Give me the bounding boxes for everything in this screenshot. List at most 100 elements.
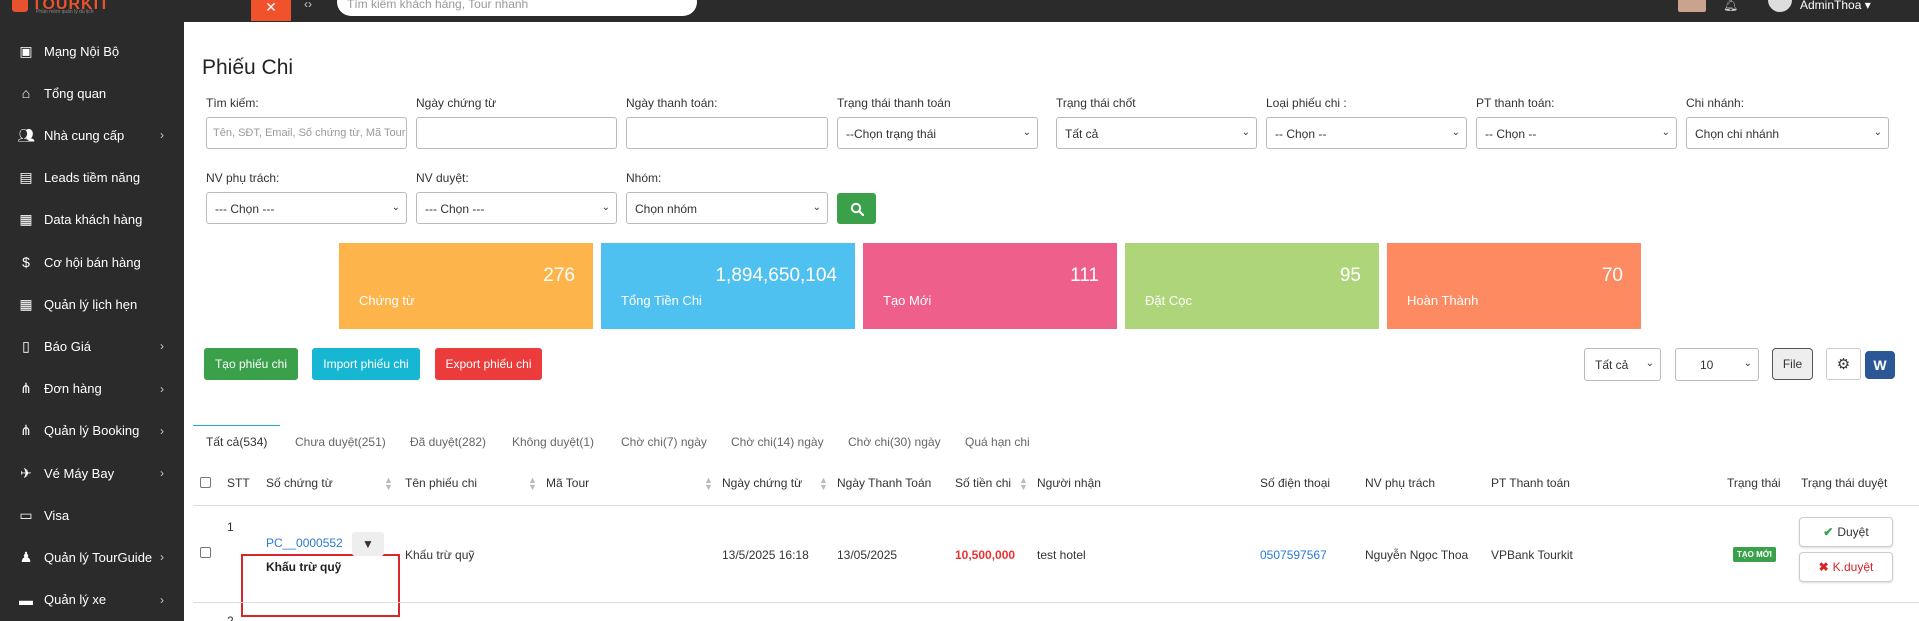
create-payment-button[interactable]: Tạo phiếu chi xyxy=(204,348,298,380)
sidebar-item[interactable]: ▦ Quản lý lịch hẹn xyxy=(0,284,184,324)
sidebar-item[interactable]: ▬ Quản lý xe › xyxy=(0,580,184,620)
pay-status-label: Trạng thái thanh toán xyxy=(837,96,951,110)
stack-icon: ▤ xyxy=(19,169,33,186)
sort-icon[interactable]: ▲ ▼ xyxy=(528,475,537,492)
status-tab[interactable]: Chờ chi(14) ngày xyxy=(731,435,824,449)
home-icon: ⌂ xyxy=(21,85,31,102)
user-menu[interactable]: AdminThoa ▾ xyxy=(1800,0,1871,12)
sidebar-item[interactable]: ▯ Báo Giá › xyxy=(0,326,184,366)
pay-date-label: Ngày thanh toán: xyxy=(626,96,718,110)
network-icon: ⋔ xyxy=(20,422,32,439)
col-doc-no[interactable]: Số chứng từ xyxy=(266,476,333,490)
col-status: Trạng thái xyxy=(1727,476,1781,490)
global-search-input[interactable]: Tìm kiếm khách hàng, Tour nhanh xyxy=(337,0,697,16)
approver-select[interactable]: --- Chọn --- ⌄ xyxy=(416,192,617,224)
sidebar-item[interactable]: ▤ Leads tiềm năng xyxy=(0,158,184,198)
group-label: Nhóm: xyxy=(626,171,662,185)
col-phone: Số điện thoại xyxy=(1260,476,1331,490)
chevron-right-icon: › xyxy=(160,550,164,565)
avatar[interactable] xyxy=(1768,0,1792,12)
sort-icon[interactable]: ▲ ▼ xyxy=(1019,475,1028,492)
users-icon: 👥︎ xyxy=(17,126,35,143)
group-select[interactable]: Chọn nhóm ⌄ xyxy=(626,192,828,224)
stat-card[interactable]: 111 Tạo Mới xyxy=(863,243,1117,329)
logo[interactable]: TOURKIT xyxy=(12,0,110,13)
settings-button[interactable]: ⚙ xyxy=(1826,348,1861,380)
sort-icon[interactable]: ▲ ▼ xyxy=(819,475,828,492)
doc-date-input[interactable] xyxy=(416,117,617,149)
lock-status-select[interactable]: Tất cả ⌄ xyxy=(1056,117,1257,149)
search-input[interactable]: Tên, SĐT, Email, Số chứng từ, Mã Tour xyxy=(206,117,407,149)
toggle-sidebar-button[interactable]: ✕ xyxy=(251,0,291,21)
sidebar-item[interactable]: ✈ Vé Máy Bay › xyxy=(0,453,184,493)
status-tab[interactable]: Chờ chi(30) ngày xyxy=(848,435,941,449)
sidebar-item[interactable]: ▣ Mạng Nội Bộ xyxy=(0,31,184,71)
book-icon[interactable] xyxy=(1678,0,1706,12)
bell-icon[interactable]: 🔔︎ xyxy=(1723,0,1739,12)
status-tab[interactable]: Đã duyệt(282) xyxy=(410,435,487,449)
sidebar-item[interactable]: $ Cơ hội bán hàng xyxy=(0,242,184,282)
select-all-checkbox[interactable] xyxy=(200,477,211,488)
reject-button[interactable]: ✖ K.duyệt xyxy=(1799,552,1893,582)
branch-select[interactable]: Chọn chi nhánh ⌄ xyxy=(1686,117,1889,149)
status-tab[interactable]: Chờ chi(7) ngày xyxy=(621,435,707,449)
status-tab[interactable]: Không duyệt(1) xyxy=(512,435,595,449)
sidebar-item[interactable]: ♟ Quản lý TourGuide › xyxy=(0,537,184,577)
row-receiver: test hotel xyxy=(1037,548,1086,562)
method-select[interactable]: -- Chọn -- ⌄ xyxy=(1476,117,1677,149)
sidebar-item[interactable]: ⋔ Quản lý Booking › xyxy=(0,411,184,451)
col-pay-date[interactable]: Ngày Thanh Toán xyxy=(837,476,932,490)
sitemap-icon: ⋔ xyxy=(20,380,32,397)
doc-number-link[interactable]: PC__0000552 xyxy=(266,536,343,550)
sidebar-item-label: Cơ hội bán hàng xyxy=(44,254,141,270)
col-amount[interactable]: Số tiền chi xyxy=(955,476,1012,490)
chevron-right-icon: › xyxy=(160,423,164,438)
row-actions-dropdown[interactable]: ▼ xyxy=(352,532,384,556)
word-export-icon[interactable]: W xyxy=(1865,351,1895,379)
gear-icon: ⚙ xyxy=(1836,356,1851,373)
stat-card[interactable]: 95 Đặt Cọc xyxy=(1125,243,1379,329)
status-tab[interactable]: Quá hạn chi xyxy=(965,435,1030,449)
stat-card[interactable]: 276 Chứng từ xyxy=(339,243,593,329)
chevron-right-icon: › xyxy=(160,381,164,396)
approve-button[interactable]: ✔ Duyệt xyxy=(1799,517,1893,547)
file-button[interactable]: File xyxy=(1772,348,1813,380)
row-phone-link[interactable]: 0507597567 xyxy=(1260,548,1327,562)
export-payment-button[interactable]: Export phiếu chi xyxy=(435,348,542,380)
search-button[interactable] xyxy=(837,193,876,224)
col-name[interactable]: Tên phiếu chi xyxy=(405,476,478,490)
col-tour[interactable]: Mã Tour xyxy=(546,476,590,490)
staff-select[interactable]: --- Chọn --- ⌄ xyxy=(206,192,407,224)
doc-subtitle: Khấu trừ quỹ xyxy=(266,560,342,574)
type-select[interactable]: -- Chọn -- ⌄ xyxy=(1266,117,1467,149)
import-payment-button[interactable]: Import phiếu chi xyxy=(312,348,420,380)
col-doc-date[interactable]: Ngày chứng từ xyxy=(722,476,803,490)
staff-label: NV phụ trách: xyxy=(206,171,280,185)
search-icon xyxy=(850,202,864,216)
filter-all-select[interactable]: Tất cả ⌄ xyxy=(1584,348,1661,381)
status-tab[interactable]: Tất cả(534) xyxy=(206,435,268,449)
expand-icon[interactable]: ‹› xyxy=(304,0,312,11)
guide-icon: ♟ xyxy=(19,548,33,565)
stat-card[interactable]: 1,894,650,104 Tổng Tiền Chi xyxy=(601,243,855,329)
sidebar-item[interactable]: ▭ Visa xyxy=(0,495,184,535)
page-size-select[interactable]: 10 ⌄ xyxy=(1675,348,1759,381)
sidebar-item[interactable]: ⌂ Tổng quan xyxy=(0,73,184,113)
chevron-down-icon: ⌄ xyxy=(1661,127,1670,138)
lock-status-value: Tất cả xyxy=(1065,127,1099,141)
folder-icon: ▦ xyxy=(19,211,33,228)
row-doc-date: 13/5/2025 16:18 xyxy=(722,548,809,562)
sidebar-item[interactable]: 👥︎ Nhà cung cấp › xyxy=(0,115,184,155)
pay-date-input[interactable] xyxy=(626,117,828,149)
sidebar-item[interactable]: ▦ Data khách hàng xyxy=(0,200,184,240)
stat-card[interactable]: 70 Hoàn Thành xyxy=(1387,243,1641,329)
row-checkbox[interactable] xyxy=(200,547,211,558)
sidebar-item[interactable]: ⋔ Đơn hàng › xyxy=(0,369,184,409)
status-tab[interactable]: Chưa duyệt(251) xyxy=(295,435,386,449)
sort-icon[interactable]: ▲ ▼ xyxy=(704,475,713,492)
sort-icon[interactable]: ▲ ▼ xyxy=(384,475,393,492)
status-tabs: Tất cả(534) Chưa duyệt(251) Đã duyệt(282) K… xyxy=(193,425,1053,461)
pay-status-select[interactable]: --Chọn trạng thái ⌄ xyxy=(837,117,1038,149)
row-divider xyxy=(193,602,1919,603)
chevron-down-icon: ⌄ xyxy=(1743,358,1752,369)
